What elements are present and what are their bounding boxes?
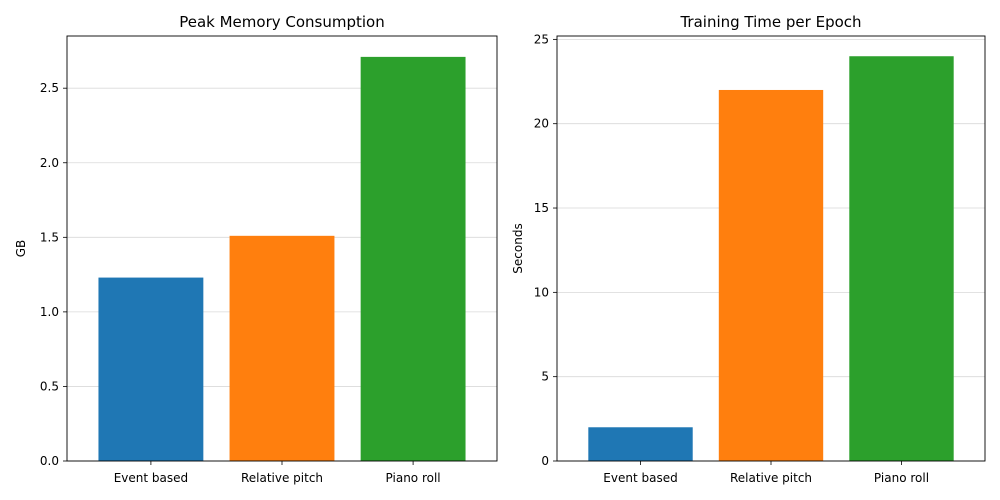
training-time-ytick-label: 25	[534, 32, 549, 46]
training-time-chart: 0 5 10 15 20 25 Event based Relative pitch Piano…	[511, 13, 986, 485]
memory-ytick-label: 1.0	[40, 305, 59, 319]
memory-chart-title: Peak Memory Consumption	[179, 13, 385, 31]
training-time-bar	[849, 56, 954, 461]
training-time-ytick-label: 10	[534, 285, 549, 299]
training-time-category-label: Relative pitch	[730, 471, 812, 485]
memory-ytick-label: 0.0	[40, 454, 59, 468]
training-time-chart-title: Training Time per Epoch	[679, 13, 861, 31]
memory-y-axis-label: GB	[14, 240, 28, 258]
memory-ytick-label: 0.5	[40, 379, 59, 393]
memory-category-label: Piano roll	[386, 471, 441, 485]
memory-bar	[98, 277, 204, 461]
memory-bar	[229, 235, 335, 461]
training-time-category-label: Event based	[603, 471, 677, 485]
memory-category-label: Event based	[114, 471, 188, 485]
training-time-ytick-label: 5	[541, 370, 549, 384]
memory-ytick-label: 1.5	[40, 230, 59, 244]
training-time-bar	[588, 427, 693, 461]
training-time-category-label: Piano roll	[874, 471, 929, 485]
memory-chart: 0.0 0.5 1.0 1.5 2.0 2.5 Event based Relative pi…	[14, 13, 498, 485]
memory-category-label: Relative pitch	[241, 471, 323, 485]
training-time-y-axis-label: Seconds	[511, 223, 525, 273]
training-time-bar	[718, 89, 824, 461]
memory-ytick-label: 2.5	[40, 81, 59, 95]
memory-bar	[360, 56, 466, 461]
training-time-ytick-label: 20	[534, 117, 549, 131]
memory-ytick-label: 2.0	[40, 156, 59, 170]
training-time-ytick-label: 15	[534, 201, 549, 215]
training-time-ytick-label: 0	[541, 454, 549, 468]
